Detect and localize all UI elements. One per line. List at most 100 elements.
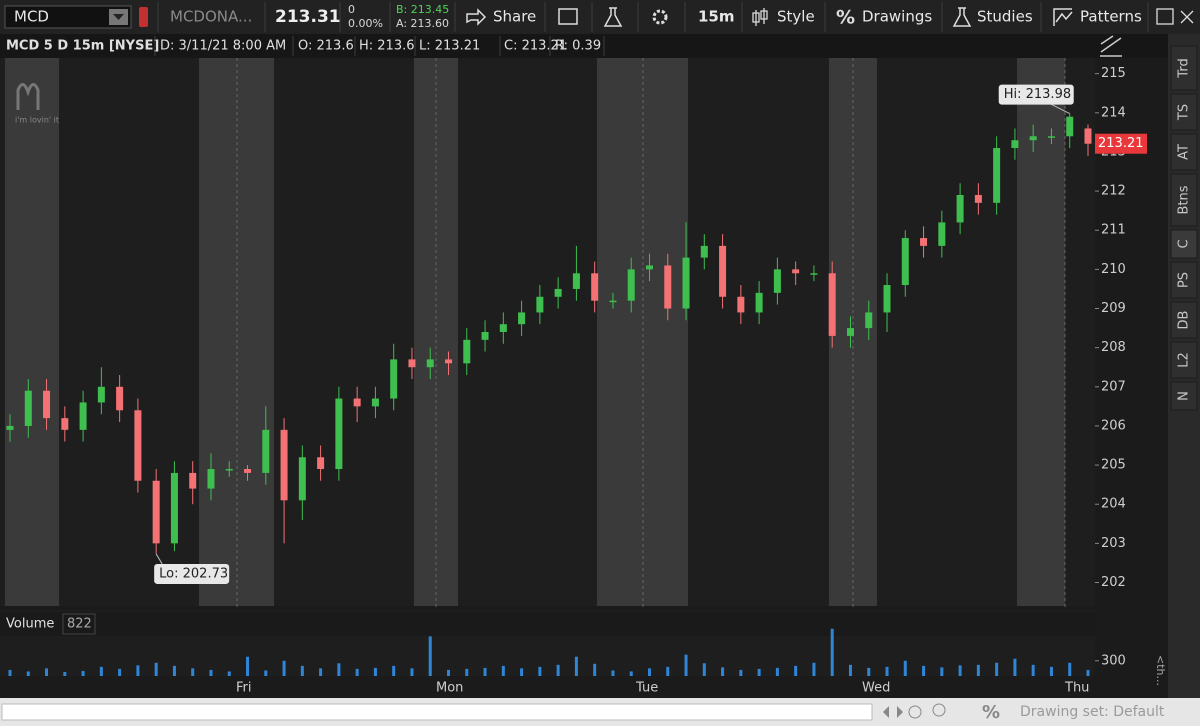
candle-body xyxy=(846,328,854,336)
layout-icon[interactable] xyxy=(1156,8,1174,25)
side-tab[interactable] xyxy=(1170,301,1198,339)
volume-bar xyxy=(958,665,962,676)
volume-bar xyxy=(611,670,615,676)
y-tick-label: 205 xyxy=(1101,458,1126,473)
shade xyxy=(5,58,59,606)
side-tab-label[interactable]: PS xyxy=(1177,272,1192,288)
candle-body xyxy=(737,296,745,313)
side-tab-label[interactable]: DB xyxy=(1177,311,1192,330)
side-tab[interactable] xyxy=(1170,45,1198,91)
candle-body xyxy=(61,418,69,430)
volume-bar xyxy=(209,669,213,676)
bid: B: 213.45 xyxy=(396,3,449,16)
studies-icon[interactable] xyxy=(952,7,972,27)
candle-body xyxy=(189,472,197,489)
volume-bar xyxy=(830,628,834,676)
side-tab[interactable] xyxy=(1170,93,1198,131)
candle-body xyxy=(572,273,580,289)
settings-icon[interactable] xyxy=(652,9,668,25)
style-icon[interactable] xyxy=(752,8,768,26)
drawings-button[interactable]: Drawings xyxy=(862,8,932,26)
candle-body xyxy=(463,339,471,364)
volume-bar xyxy=(922,665,926,676)
volume-bar xyxy=(593,663,597,676)
drawing-set[interactable]: Drawing set: Default xyxy=(1020,704,1165,720)
candle-body xyxy=(280,429,288,501)
candle-body xyxy=(317,457,325,469)
interval-button[interactable]: 15m xyxy=(698,8,735,26)
volume-bar xyxy=(373,667,377,676)
candle-body xyxy=(152,480,160,544)
drawing-set-icon[interactable]: % xyxy=(982,702,1000,723)
share-button[interactable]: Share xyxy=(493,8,536,26)
y-tick-label: 214 xyxy=(1101,105,1126,120)
close-icon[interactable] xyxy=(1180,10,1194,24)
volume-bar xyxy=(319,668,323,676)
side-tab[interactable] xyxy=(1170,173,1198,227)
candle-body xyxy=(700,245,708,258)
side-tab-label[interactable]: L2 xyxy=(1177,352,1192,368)
zoom-icon[interactable] xyxy=(932,703,946,717)
style-button[interactable]: Style xyxy=(777,8,815,26)
side-tab[interactable] xyxy=(1170,341,1198,379)
candle-body xyxy=(664,265,672,309)
candle-body xyxy=(645,265,653,270)
studies-button[interactable]: Studies xyxy=(977,8,1033,26)
candle-body xyxy=(974,195,982,203)
volume-bar xyxy=(81,670,85,676)
candle-body xyxy=(828,273,836,336)
patterns-icon[interactable] xyxy=(1053,8,1073,26)
alert-icon[interactable] xyxy=(139,7,148,27)
drawings-icon[interactable]: % xyxy=(836,7,855,29)
candle-body xyxy=(170,472,178,544)
candle-body xyxy=(225,469,233,471)
ask: A: 213.60 xyxy=(396,17,449,30)
collapse-handle[interactable]: <th... xyxy=(1154,655,1167,686)
side-tab-label[interactable]: C xyxy=(1177,239,1192,248)
volume-bar xyxy=(227,671,231,676)
shade xyxy=(414,58,458,606)
volume-bar xyxy=(501,665,505,676)
side-tab[interactable] xyxy=(1170,261,1198,299)
candle-body xyxy=(554,288,562,297)
side-tab-label[interactable]: Trd xyxy=(1177,58,1192,78)
info-high: H: 213.6 xyxy=(359,39,415,54)
scrollbar[interactable] xyxy=(1,703,873,721)
company: MCDONA... xyxy=(170,8,252,26)
screenshot-icon[interactable] xyxy=(558,8,578,25)
side-tab[interactable] xyxy=(1170,229,1198,259)
volume-bar xyxy=(154,662,158,676)
volume-bar xyxy=(99,666,103,676)
volume-bar xyxy=(1068,662,1072,676)
axis-drawing-icon[interactable] xyxy=(1100,35,1122,57)
side-tab-label[interactable]: AT xyxy=(1177,144,1192,160)
side-tab[interactable] xyxy=(1170,381,1198,411)
volume-bar xyxy=(556,664,560,676)
volume-bar xyxy=(775,667,779,676)
time-label: Wed xyxy=(862,681,890,696)
candle-body xyxy=(518,312,526,325)
volume-bar xyxy=(45,668,49,676)
info-low: L: 213.21 xyxy=(419,39,480,54)
symbol-box[interactable] xyxy=(4,5,132,29)
candle-body xyxy=(207,469,215,489)
day-dividers xyxy=(236,58,1066,676)
scroll-arrows[interactable] xyxy=(883,706,903,718)
volume-bar xyxy=(666,666,670,676)
flask-icon[interactable] xyxy=(603,7,623,27)
side-tab-label[interactable]: Btns xyxy=(1177,185,1192,214)
patterns-button[interactable]: Patterns xyxy=(1080,8,1142,26)
side-tab[interactable] xyxy=(1170,133,1198,171)
pan-icon[interactable] xyxy=(908,705,922,719)
volume-bar xyxy=(63,671,67,676)
candle-body xyxy=(298,457,306,501)
logo-mark xyxy=(16,83,40,110)
share-icon[interactable] xyxy=(466,8,487,26)
volume-bar xyxy=(337,663,341,676)
candle-body xyxy=(79,402,87,430)
side-tab-label[interactable]: TS xyxy=(1177,104,1192,121)
side-tab-label[interactable]: N xyxy=(1177,391,1192,401)
candle-body xyxy=(938,222,946,246)
change-pct: 0.00% xyxy=(348,17,383,30)
